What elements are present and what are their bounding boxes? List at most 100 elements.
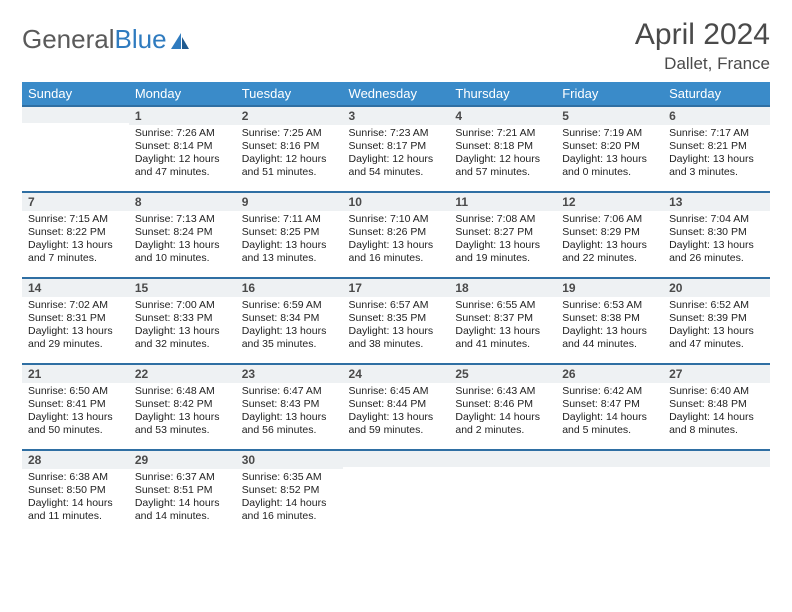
- calendar-cell: 8Sunrise: 7:13 AMSunset: 8:24 PMDaylight…: [129, 191, 236, 277]
- day-number: 4: [449, 105, 556, 125]
- title-block: April 2024 Dallet, France: [635, 18, 770, 74]
- calendar-week-row: 7Sunrise: 7:15 AMSunset: 8:22 PMDaylight…: [22, 191, 770, 277]
- sunrise-text: Sunrise: 7:13 AM: [135, 213, 232, 226]
- calendar-cell: 9Sunrise: 7:11 AMSunset: 8:25 PMDaylight…: [236, 191, 343, 277]
- day-number: 24: [343, 363, 450, 383]
- day-number: [449, 449, 556, 467]
- brand-part1: General: [22, 24, 115, 55]
- daylight-text: Daylight: 14 hours and 11 minutes.: [28, 497, 125, 523]
- sunset-text: Sunset: 8:37 PM: [455, 312, 552, 325]
- day-details: Sunrise: 6:35 AMSunset: 8:52 PMDaylight:…: [236, 469, 343, 528]
- sunrise-text: Sunrise: 7:11 AM: [242, 213, 339, 226]
- calendar-cell: 16Sunrise: 6:59 AMSunset: 8:34 PMDayligh…: [236, 277, 343, 363]
- sunset-text: Sunset: 8:41 PM: [28, 398, 125, 411]
- day-details: Sunrise: 7:08 AMSunset: 8:27 PMDaylight:…: [449, 211, 556, 270]
- daylight-text: Daylight: 14 hours and 8 minutes.: [669, 411, 766, 437]
- sunset-text: Sunset: 8:33 PM: [135, 312, 232, 325]
- day-details: Sunrise: 6:59 AMSunset: 8:34 PMDaylight:…: [236, 297, 343, 356]
- sunrise-text: Sunrise: 7:17 AM: [669, 127, 766, 140]
- day-number: 27: [663, 363, 770, 383]
- day-details: Sunrise: 6:38 AMSunset: 8:50 PMDaylight:…: [22, 469, 129, 528]
- day-details: Sunrise: 7:23 AMSunset: 8:17 PMDaylight:…: [343, 125, 450, 184]
- calendar-week-row: 21Sunrise: 6:50 AMSunset: 8:41 PMDayligh…: [22, 363, 770, 449]
- day-number: 22: [129, 363, 236, 383]
- sunset-text: Sunset: 8:30 PM: [669, 226, 766, 239]
- day-number: 29: [129, 449, 236, 469]
- daylight-text: Daylight: 12 hours and 54 minutes.: [349, 153, 446, 179]
- day-number: 23: [236, 363, 343, 383]
- sunset-text: Sunset: 8:27 PM: [455, 226, 552, 239]
- daylight-text: Daylight: 13 hours and 26 minutes.: [669, 239, 766, 265]
- daylight-text: Daylight: 13 hours and 32 minutes.: [135, 325, 232, 351]
- brand-part2: Blue: [115, 24, 167, 55]
- calendar-cell: 12Sunrise: 7:06 AMSunset: 8:29 PMDayligh…: [556, 191, 663, 277]
- weekday-header: Friday: [556, 82, 663, 105]
- day-details: [556, 467, 663, 473]
- sunset-text: Sunset: 8:46 PM: [455, 398, 552, 411]
- sunset-text: Sunset: 8:44 PM: [349, 398, 446, 411]
- day-number: 20: [663, 277, 770, 297]
- location-label: Dallet, France: [635, 54, 770, 74]
- daylight-text: Daylight: 13 hours and 29 minutes.: [28, 325, 125, 351]
- calendar-cell: 4Sunrise: 7:21 AMSunset: 8:18 PMDaylight…: [449, 105, 556, 191]
- sunrise-text: Sunrise: 6:37 AM: [135, 471, 232, 484]
- day-number: 14: [22, 277, 129, 297]
- sunset-text: Sunset: 8:50 PM: [28, 484, 125, 497]
- calendar-cell: 17Sunrise: 6:57 AMSunset: 8:35 PMDayligh…: [343, 277, 450, 363]
- day-number: [663, 449, 770, 467]
- calendar-page: GeneralBlue April 2024 Dallet, France Su…: [0, 0, 792, 545]
- day-number: 9: [236, 191, 343, 211]
- calendar-cell: 6Sunrise: 7:17 AMSunset: 8:21 PMDaylight…: [663, 105, 770, 191]
- daylight-text: Daylight: 13 hours and 56 minutes.: [242, 411, 339, 437]
- sunset-text: Sunset: 8:38 PM: [562, 312, 659, 325]
- day-details: Sunrise: 7:25 AMSunset: 8:16 PMDaylight:…: [236, 125, 343, 184]
- day-details: Sunrise: 7:17 AMSunset: 8:21 PMDaylight:…: [663, 125, 770, 184]
- calendar-cell: 10Sunrise: 7:10 AMSunset: 8:26 PMDayligh…: [343, 191, 450, 277]
- day-number: 28: [22, 449, 129, 469]
- calendar-cell: [556, 449, 663, 535]
- day-number: 15: [129, 277, 236, 297]
- daylight-text: Daylight: 13 hours and 50 minutes.: [28, 411, 125, 437]
- sunrise-text: Sunrise: 6:55 AM: [455, 299, 552, 312]
- day-number: 17: [343, 277, 450, 297]
- day-number: 13: [663, 191, 770, 211]
- page-header: GeneralBlue April 2024 Dallet, France: [22, 18, 770, 74]
- day-number: 19: [556, 277, 663, 297]
- calendar-cell: 19Sunrise: 6:53 AMSunset: 8:38 PMDayligh…: [556, 277, 663, 363]
- calendar-cell: 27Sunrise: 6:40 AMSunset: 8:48 PMDayligh…: [663, 363, 770, 449]
- daylight-text: Daylight: 14 hours and 2 minutes.: [455, 411, 552, 437]
- sunrise-text: Sunrise: 6:53 AM: [562, 299, 659, 312]
- sunset-text: Sunset: 8:14 PM: [135, 140, 232, 153]
- day-details: [22, 123, 129, 129]
- month-title: April 2024: [635, 18, 770, 52]
- calendar-week-row: 14Sunrise: 7:02 AMSunset: 8:31 PMDayligh…: [22, 277, 770, 363]
- day-details: Sunrise: 7:04 AMSunset: 8:30 PMDaylight:…: [663, 211, 770, 270]
- day-details: Sunrise: 6:48 AMSunset: 8:42 PMDaylight:…: [129, 383, 236, 442]
- sunset-text: Sunset: 8:22 PM: [28, 226, 125, 239]
- day-details: [449, 467, 556, 473]
- day-number: 12: [556, 191, 663, 211]
- day-details: Sunrise: 7:10 AMSunset: 8:26 PMDaylight:…: [343, 211, 450, 270]
- daylight-text: Daylight: 13 hours and 59 minutes.: [349, 411, 446, 437]
- calendar-cell: 18Sunrise: 6:55 AMSunset: 8:37 PMDayligh…: [449, 277, 556, 363]
- day-number: 8: [129, 191, 236, 211]
- sunrise-text: Sunrise: 7:25 AM: [242, 127, 339, 140]
- sunrise-text: Sunrise: 7:21 AM: [455, 127, 552, 140]
- day-number: 11: [449, 191, 556, 211]
- sunrise-text: Sunrise: 6:50 AM: [28, 385, 125, 398]
- weekday-header: Sunday: [22, 82, 129, 105]
- sunset-text: Sunset: 8:20 PM: [562, 140, 659, 153]
- day-details: Sunrise: 7:21 AMSunset: 8:18 PMDaylight:…: [449, 125, 556, 184]
- sunset-text: Sunset: 8:29 PM: [562, 226, 659, 239]
- calendar-cell: 22Sunrise: 6:48 AMSunset: 8:42 PMDayligh…: [129, 363, 236, 449]
- weekday-row: Sunday Monday Tuesday Wednesday Thursday…: [22, 82, 770, 105]
- day-number: 21: [22, 363, 129, 383]
- day-number: 6: [663, 105, 770, 125]
- calendar-cell: 23Sunrise: 6:47 AMSunset: 8:43 PMDayligh…: [236, 363, 343, 449]
- daylight-text: Daylight: 13 hours and 47 minutes.: [669, 325, 766, 351]
- sail-icon: [169, 31, 191, 51]
- calendar-cell: 7Sunrise: 7:15 AMSunset: 8:22 PMDaylight…: [22, 191, 129, 277]
- day-details: Sunrise: 6:53 AMSunset: 8:38 PMDaylight:…: [556, 297, 663, 356]
- sunrise-text: Sunrise: 6:42 AM: [562, 385, 659, 398]
- calendar-cell: 3Sunrise: 7:23 AMSunset: 8:17 PMDaylight…: [343, 105, 450, 191]
